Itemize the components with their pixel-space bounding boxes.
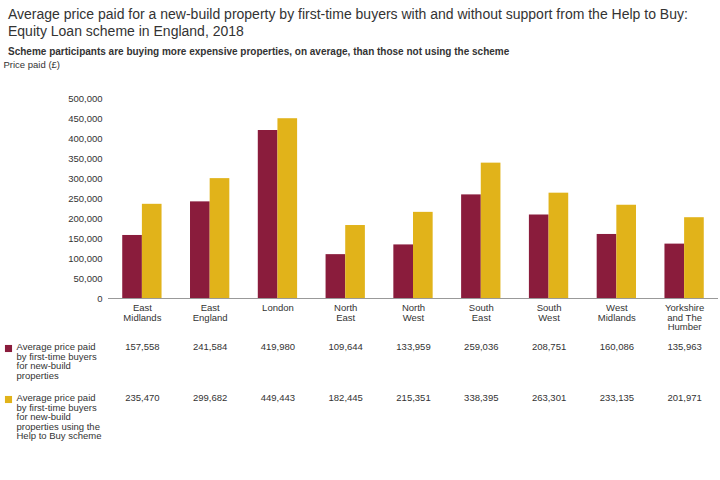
svg-text:SouthEast: SouthEast [469,302,494,323]
html-text:Scheme participants are buying: Scheme participants are buying more expe… [8,46,510,57]
svg-text:London: London [262,302,294,313]
svg-text:201,971: 201,971 [667,392,701,403]
svg-text:300,000: 300,000 [68,173,102,184]
svg-text:160,086: 160,086 [600,341,634,352]
svg-text:338,395: 338,395 [464,392,498,403]
svg-text:241,584: 241,584 [193,341,227,352]
svg-text:299,682: 299,682 [193,392,227,403]
svg-text:0: 0 [97,293,102,304]
svg-text:133,959: 133,959 [396,341,430,352]
svg-text:259,036: 259,036 [464,341,498,352]
svg-text:500,000: 500,000 [68,93,102,104]
svg-text:200,000: 200,000 [68,213,102,224]
svg-text:208,751: 208,751 [532,341,566,352]
svg-text:157,558: 157,558 [125,341,159,352]
svg-text:109,644: 109,644 [329,341,363,352]
svg-text:EastEngland: EastEngland [193,302,228,323]
svg-text:Yorkshireand TheHumber: Yorkshireand TheHumber [665,302,704,332]
svg-text:449,443: 449,443 [261,392,295,403]
svg-text:350,000: 350,000 [68,153,102,164]
svg-text:NorthEast: NorthEast [334,302,357,323]
svg-text:135,963: 135,963 [667,341,701,352]
svg-text:419,980: 419,980 [261,341,295,352]
svg-text:SouthWest: SouthWest [537,302,562,323]
svg-text:263,301: 263,301 [532,392,566,403]
svg-text:100,000: 100,000 [68,253,102,264]
svg-text:250,000: 250,000 [68,193,102,204]
svg-text:Price paid (£): Price paid (£) [4,59,61,70]
svg-text:400,000: 400,000 [68,133,102,144]
svg-text:450,000: 450,000 [68,113,102,124]
svg-text:WestMidlands: WestMidlands [598,302,636,323]
svg-text:233,135: 233,135 [600,392,634,403]
svg-text:150,000: 150,000 [68,233,102,244]
svg-text:Average price paidby first-tim: Average price paidby first-time buyersfo… [17,341,97,381]
svg-text:EastMidlands: EastMidlands [123,302,161,323]
svg-text:182,445: 182,445 [329,392,363,403]
svg-text:235,470: 235,470 [125,392,159,403]
svg-text:NorthWest: NorthWest [402,302,425,323]
html-text:Average price paid for a new-b: Average price paid for a new-build prope… [8,6,688,39]
svg-text:215,351: 215,351 [396,392,430,403]
svg-text:50,000: 50,000 [73,273,102,284]
svg-text:Average price paidby first-tim: Average price paidby first-time buyersfo… [17,392,102,441]
